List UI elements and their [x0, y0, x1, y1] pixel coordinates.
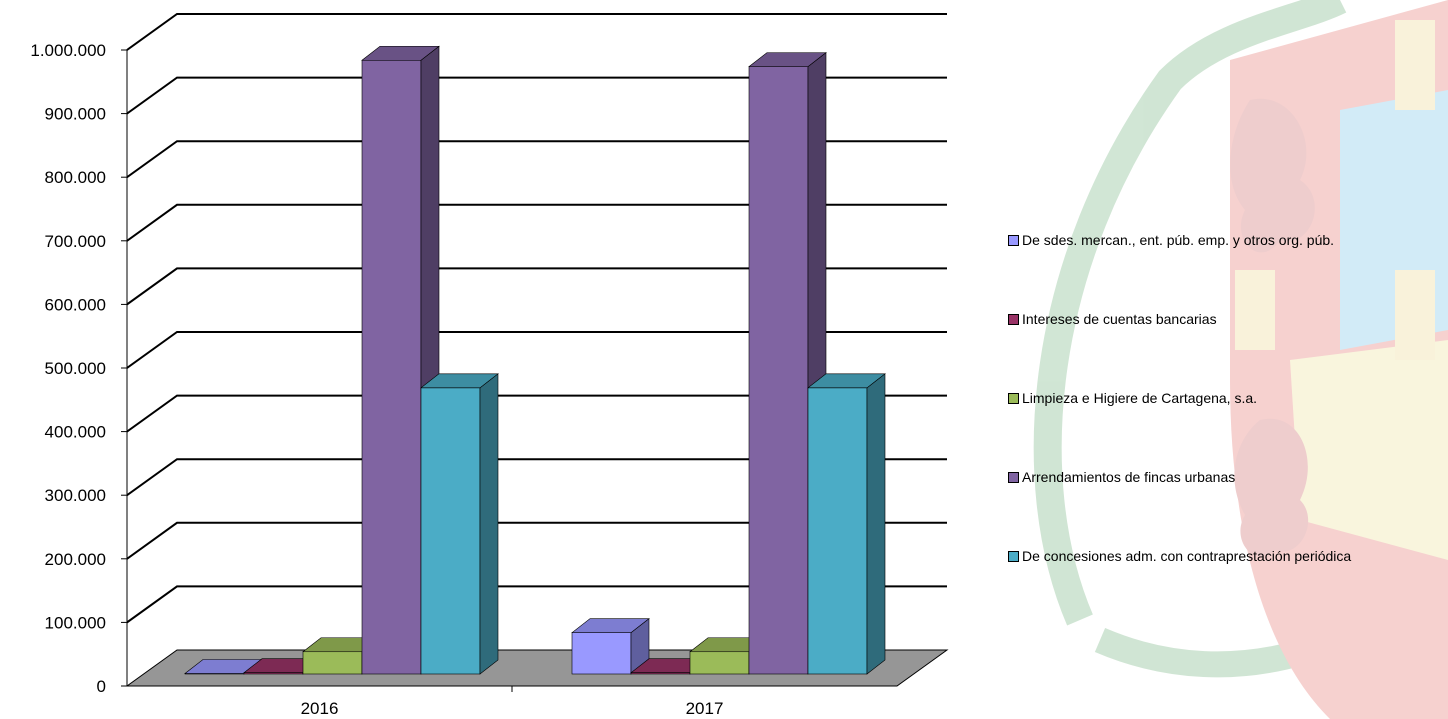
bar-top	[420, 373, 499, 389]
legend-item: Limpieza e Higiere de Cartagena, s.a.	[1008, 388, 1257, 408]
legend-item: De concesiones adm. con contraprestación…	[1008, 546, 1351, 566]
gridline	[126, 13, 947, 51]
x-axis-tick-labels: 2016 2017	[301, 699, 724, 718]
x-tick-label: 2016	[301, 699, 339, 718]
bar-top	[807, 373, 886, 389]
y-tick-label: 400.000	[45, 423, 106, 442]
bar-side	[866, 373, 886, 675]
gridline	[126, 394, 947, 433]
bar-front	[748, 66, 809, 675]
legend-item: Intereses de cuentas bancarias	[1008, 309, 1217, 329]
axes	[121, 49, 897, 692]
bar	[689, 637, 768, 675]
legend-label: De sdes. mercan., ent. púb. emp. y otros…	[1022, 232, 1335, 248]
bar	[571, 618, 650, 675]
bar-side	[479, 373, 499, 675]
y-tick-label: 100.000	[45, 613, 106, 632]
bar-front	[302, 651, 363, 675]
y-tick-label: 200.000	[45, 550, 106, 569]
gridline	[126, 521, 947, 560]
gridline	[126, 331, 947, 369]
legend-item: Arrendamientos de fincas urbanas	[1008, 467, 1235, 487]
legend-label: De concesiones adm. con contraprestación…	[1022, 548, 1352, 564]
y-tick-label: 500.000	[45, 359, 106, 378]
gridlines	[126, 13, 947, 624]
legend-label: Intereses de cuentas bancarias	[1022, 311, 1217, 327]
y-tick-label: 800.000	[45, 168, 106, 187]
gridline	[126, 203, 947, 242]
y-tick-label: 300.000	[45, 486, 106, 505]
legend-swatch	[1008, 550, 1019, 562]
legend-label: Limpieza e Higiere de Cartagena, s.a.	[1022, 390, 1258, 406]
bar-front	[807, 387, 868, 675]
bar-top	[571, 618, 650, 633]
bars	[184, 45, 886, 675]
bar-front	[571, 632, 632, 675]
x-tick-label: 2017	[686, 699, 724, 718]
legend-swatch	[1008, 234, 1019, 246]
gridline	[126, 76, 947, 115]
y-tick-label: 700.000	[45, 232, 106, 251]
y-tick-label: 900.000	[45, 105, 106, 124]
bar-front	[361, 59, 422, 675]
y-tick-label: 600.000	[45, 295, 106, 314]
bar	[807, 373, 886, 675]
bar-top	[361, 45, 440, 61]
bar-front	[420, 387, 481, 675]
y-tick-label: 1.000.000	[30, 41, 106, 60]
bar	[420, 373, 499, 675]
legend-label: Arrendamientos de fincas urbanas	[1022, 469, 1236, 485]
bar-top	[748, 52, 827, 67]
y-axis-tick-labels: 0 100.000 200.000 300.000 400.000 500.000 600.…	[30, 41, 106, 696]
y-tick-label: 0	[97, 677, 106, 696]
legend-item: De sdes. mercan., ent. púb. emp. y otros…	[1008, 230, 1334, 250]
bar-front	[689, 651, 750, 675]
legend-swatch	[1008, 392, 1019, 404]
legend-swatch	[1008, 313, 1019, 325]
legend-swatch	[1008, 471, 1019, 483]
gridline	[126, 267, 947, 306]
gridline	[126, 458, 947, 497]
gridline	[126, 585, 947, 624]
gridline	[126, 140, 947, 179]
